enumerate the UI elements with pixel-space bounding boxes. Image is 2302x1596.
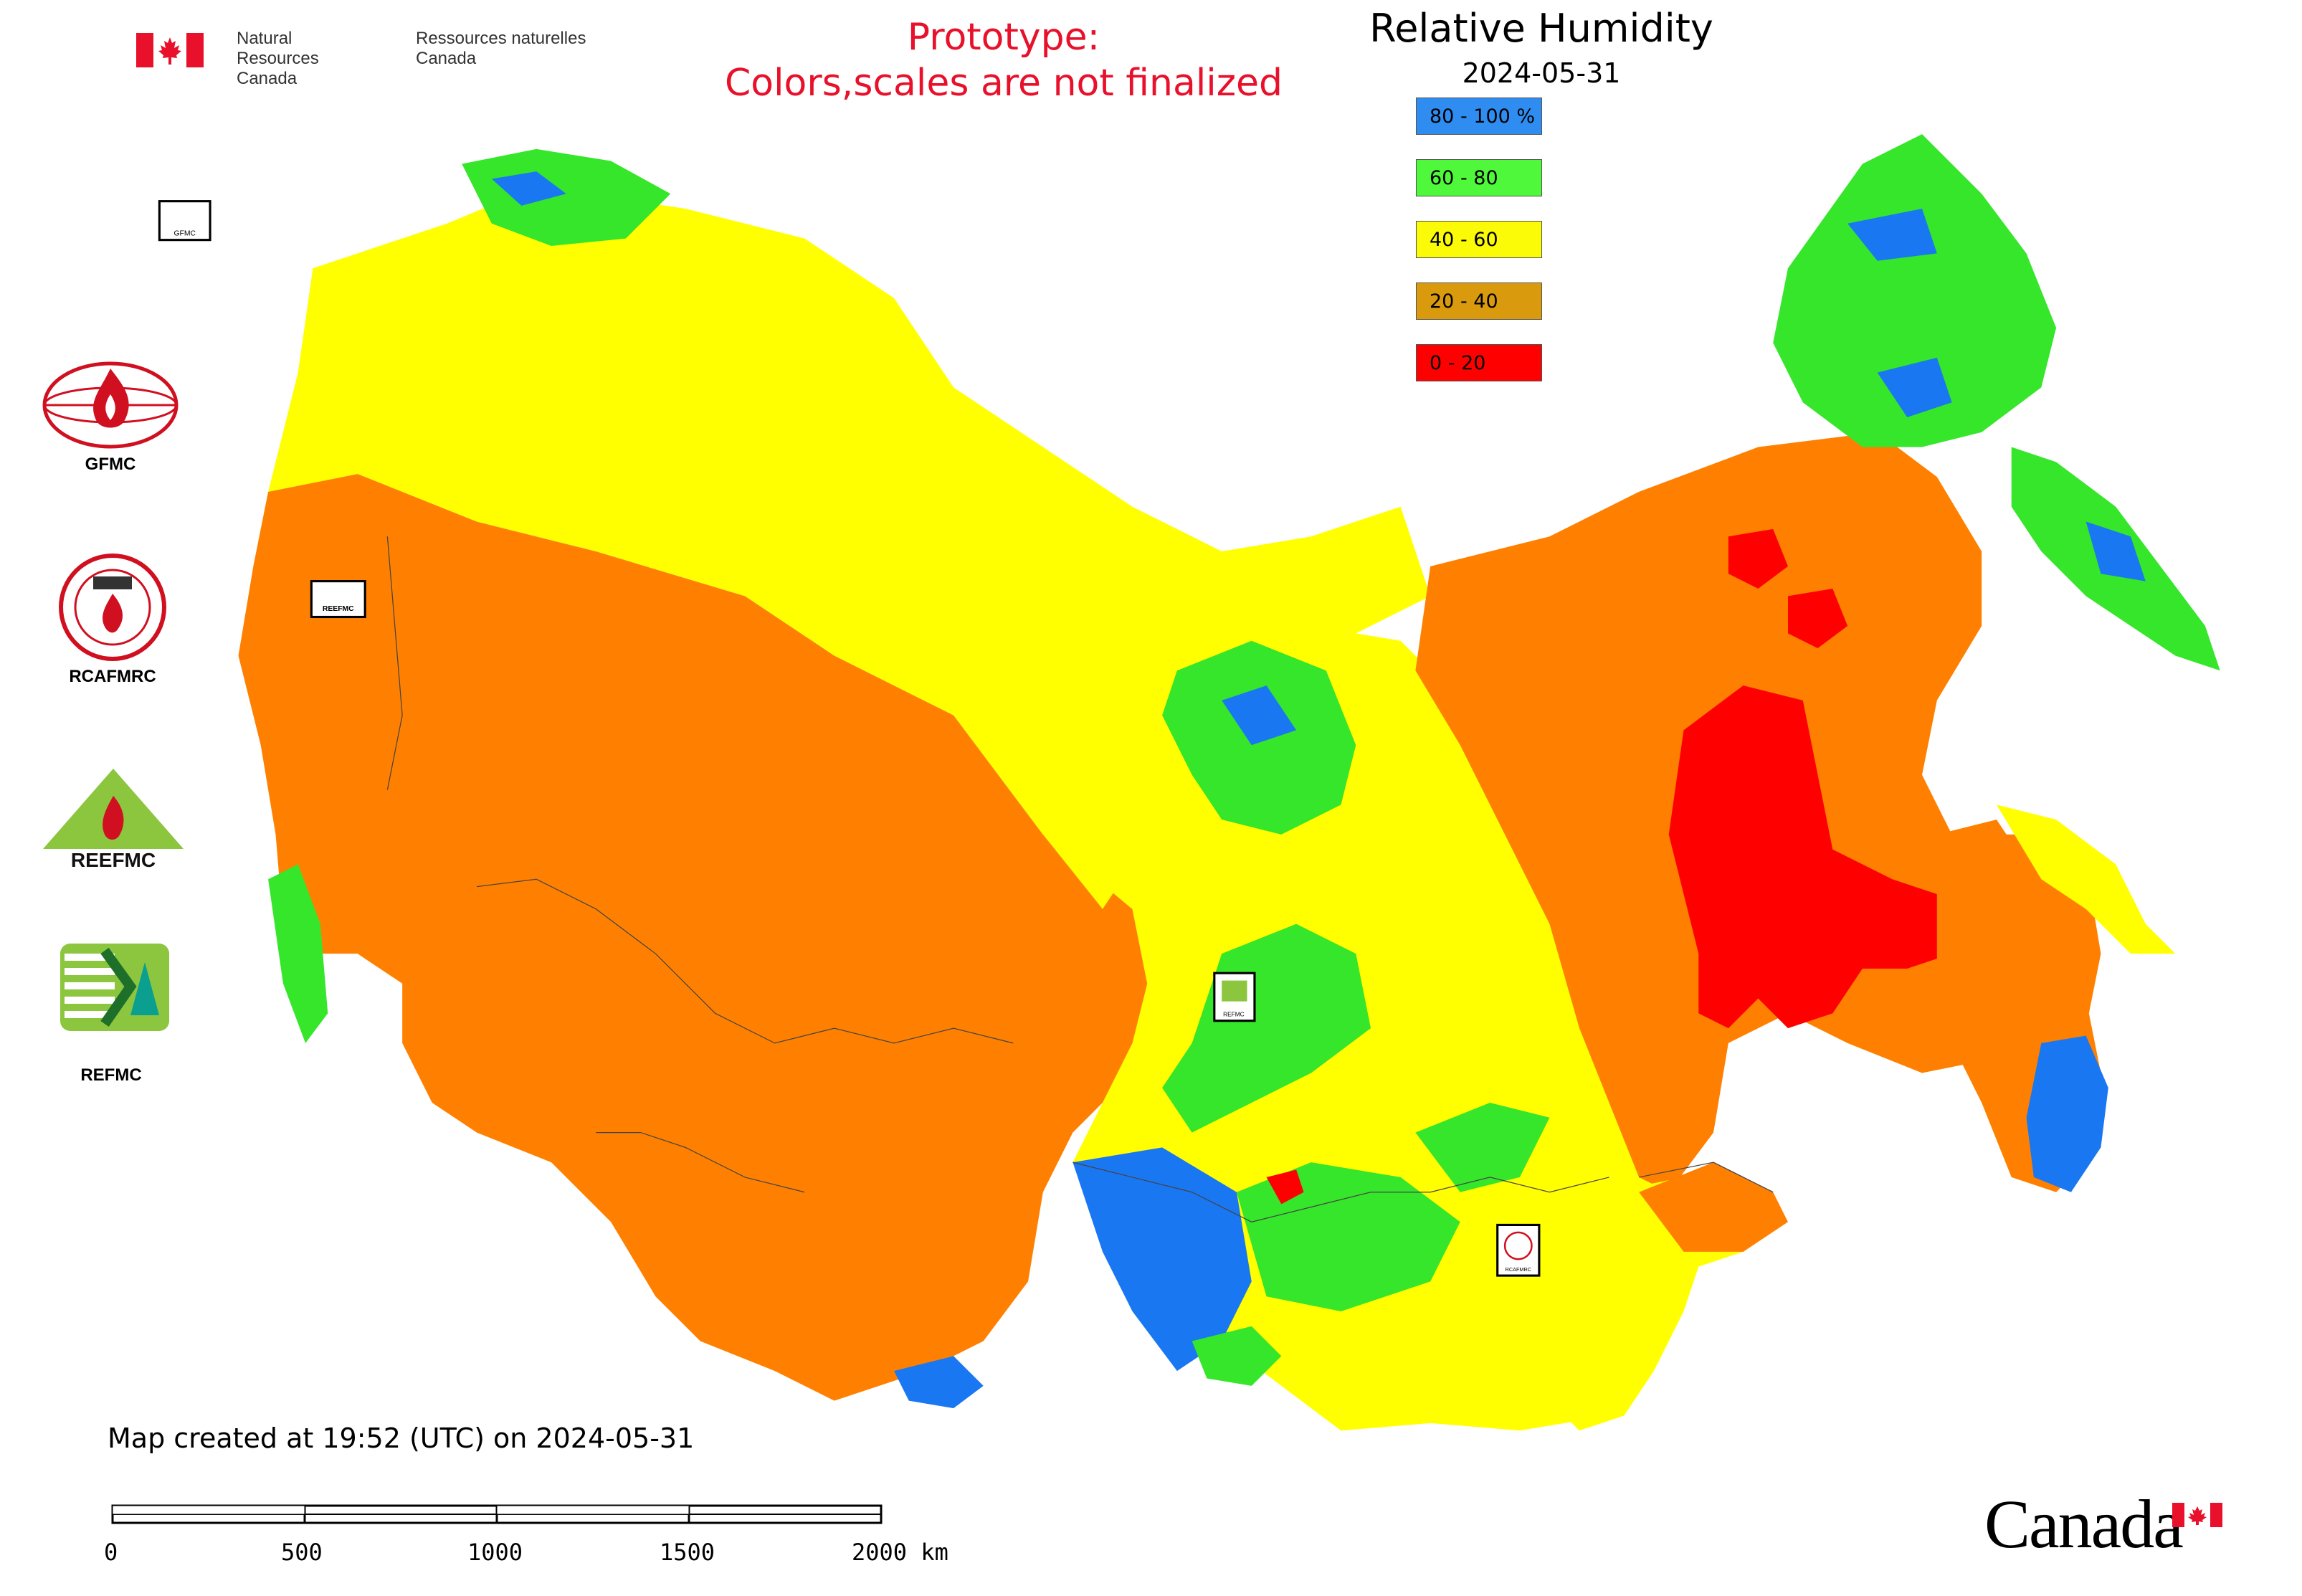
badge-refmc-text: REFMC	[1223, 1010, 1245, 1017]
map-badges: GFMC REEFMC REFMC RCAFMRC	[158, 200, 1541, 1277]
rcafmrc-label: RCAFMRC	[69, 667, 156, 686]
org-en-line2: Canada	[237, 69, 298, 88]
legend-item-40-60: 40 - 60	[1416, 221, 1542, 258]
map-title: Relative Humidity	[1369, 6, 1713, 51]
prototype-line2: Colors,scales are not finalized	[724, 62, 1283, 105]
legend-item-60-80: 60 - 80	[1416, 159, 1542, 196]
region-red-central	[1668, 685, 1952, 1029]
org-fr-line2: Canada	[416, 49, 477, 68]
legend-item-0-20: 0 - 20	[1416, 344, 1542, 381]
org-name-fr: Ressources naturelles Canada	[416, 29, 631, 69]
scale-tick-1500: 1500	[660, 1539, 715, 1566]
region-kola-green	[462, 148, 671, 246]
scale-tick-0: 0	[104, 1539, 118, 1566]
region-altai-blue	[1072, 1147, 1252, 1372]
canada-flag-icon	[136, 33, 204, 67]
reefmc-logo-icon: REEFMC	[39, 769, 188, 871]
badge-gfmc-text: GFMC	[173, 229, 196, 237]
scale-tick-2000: 2000 km	[852, 1539, 948, 1566]
badge-reefmc-text: REEFMC	[323, 605, 354, 613]
prototype-notice: Prototype: Colors,scales are not finaliz…	[645, 14, 1362, 106]
gfmc-label: GFMC	[85, 455, 136, 474]
map-date: 2024-05-31	[1462, 57, 1621, 89]
refmc-logo-icon	[60, 944, 169, 1031]
region-northwest-yellow	[268, 186, 1431, 909]
prototype-line1: Prototype:	[907, 16, 1100, 59]
scale-tick-1000: 1000	[467, 1539, 523, 1566]
org-name-en: Natural Resources Canada	[237, 29, 319, 89]
refmc-label: REFMC	[80, 1065, 142, 1085]
scale-tick-500: 500	[281, 1539, 323, 1566]
gfmc-logo-icon	[42, 361, 179, 449]
wordmark-flag-icon	[2172, 1503, 2222, 1527]
legend-item-20-40: 20 - 40	[1416, 282, 1542, 320]
canada-wordmark: Canada	[1984, 1486, 2184, 1562]
org-en-line1: Natural Resources	[237, 29, 319, 68]
scale-bar-graphic	[111, 1504, 883, 1524]
org-fr-line1: Ressources naturelles	[416, 29, 586, 48]
region-west-orange	[238, 473, 1148, 1401]
legend-item-80-100: 80 - 100 %	[1416, 98, 1542, 135]
region-northeast-green	[1773, 134, 2057, 447]
region-primorye-blue	[2026, 1035, 2108, 1192]
svg-text:REEFMC: REEFMC	[71, 849, 156, 871]
map-created-note: Map created at 19:52 (UTC) on 2024-05-31	[108, 1422, 695, 1454]
rcafmrc-logo-icon	[59, 554, 166, 661]
badge-rcafmrc-text: RCAFMRC	[1506, 1266, 1531, 1273]
